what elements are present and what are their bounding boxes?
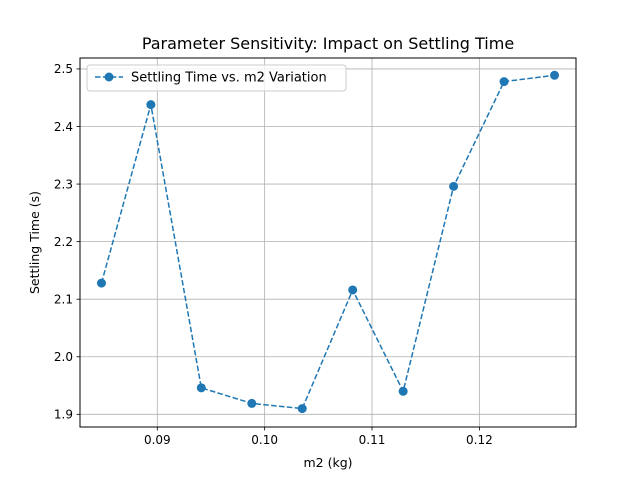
data-point [348,285,358,295]
x-tick-label: 0.12 [466,433,493,447]
data-point [550,70,560,80]
data-point [449,181,459,191]
x-tick-label: 0.09 [144,433,171,447]
y-tick-label: 2.3 [54,177,73,191]
x-axis-label: m2 (kg) [303,455,352,470]
y-tick-label: 2.1 [54,293,73,307]
x-tick-label: 0.10 [251,433,278,447]
data-point [247,398,257,408]
x-axis-ticks: 0.09 0.10 0.11 0.12 [144,427,493,447]
data-point [96,278,106,288]
data-point [499,77,509,87]
data-point [297,404,307,414]
series-line [100,74,555,410]
legend-marker [104,72,114,82]
legend-entry-label: Settling Time vs. m2 Variation [131,71,327,86]
y-tick-label: 2.2 [54,235,73,249]
data-point [146,100,156,110]
data-point [398,386,408,396]
legend-box [86,64,347,92]
y-axis-ticks: 1.9 2.0 2.1 2.2 2.3 2.4 2.5 [54,62,80,422]
legend: Settling Time vs. m2 Variation [86,64,347,92]
y-tick-label: 2.4 [54,120,73,134]
y-axis-label: Settling Time (s) [27,191,42,294]
y-tick-label: 2.5 [54,62,73,76]
plot-frame [79,57,577,428]
y-tick-label: 1.9 [54,408,73,422]
y-tick-label: 2.0 [54,350,73,364]
plot-series [96,70,560,414]
chart-title: Parameter Sensitivity: Impact on Settlin… [142,34,514,53]
x-tick-label: 0.11 [359,433,386,447]
data-point [196,383,206,393]
